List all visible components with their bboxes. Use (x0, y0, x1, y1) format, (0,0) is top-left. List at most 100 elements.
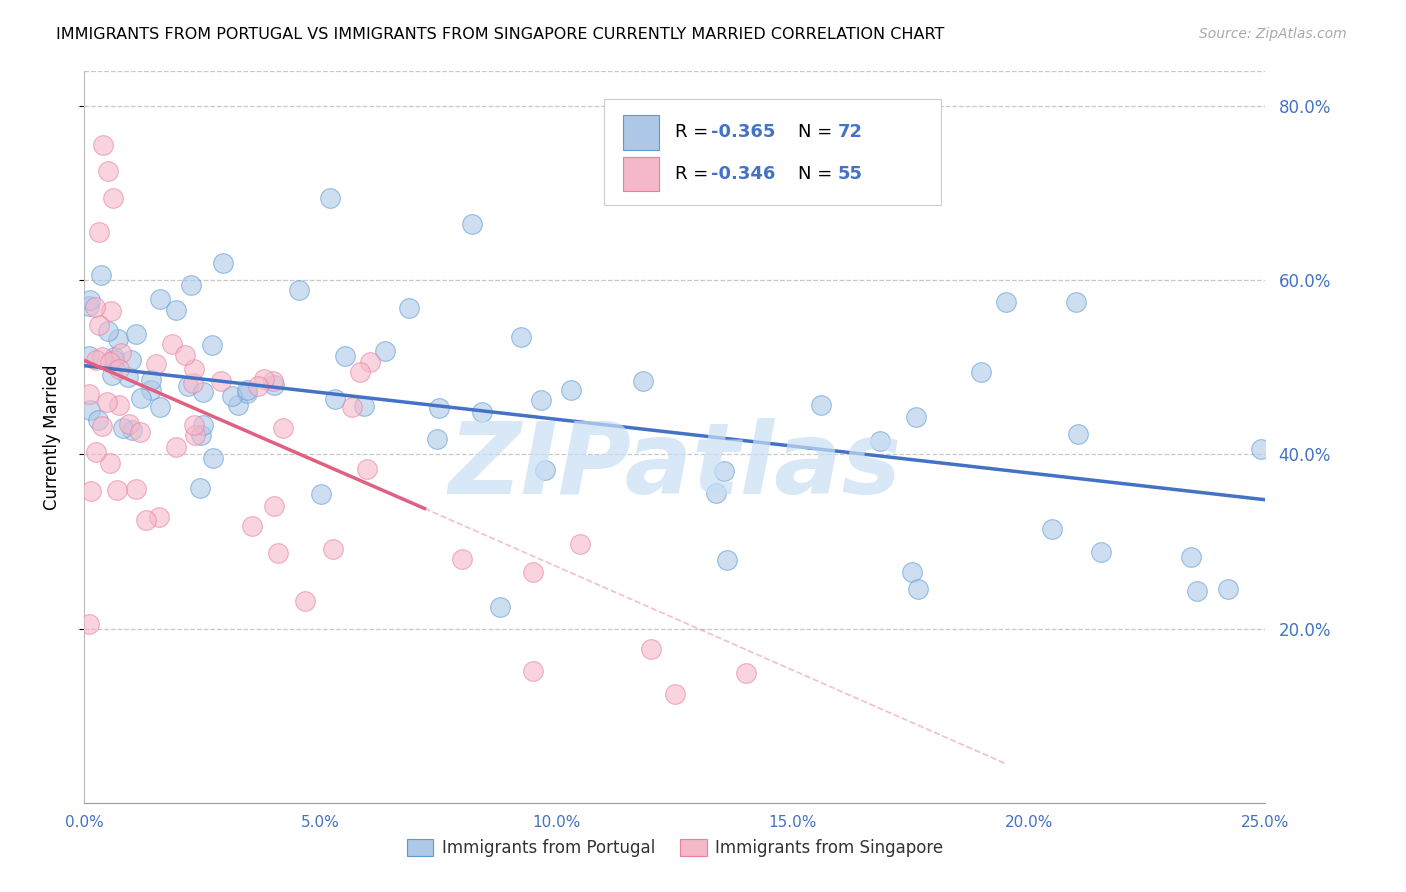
Point (77, 617, 100, 632)
Point (145, 357, 167, 371)
Point (349, 366, 371, 380)
Point (246, 379, 269, 393)
Point (342, 400, 364, 414)
Point (907, 582, 929, 596)
Point (148, 400, 170, 414)
Point (319, 191, 342, 205)
Point (79, 349, 101, 363)
Point (810, 398, 832, 412)
Point (569, 537, 592, 551)
Bar (623, 115, 658, 150)
Point (322, 542, 344, 557)
Point (1066, 295, 1088, 310)
Point (1216, 582, 1239, 597)
Point (201, 450, 224, 465)
Point (1040, 522, 1063, 536)
Text: R =: R = (675, 123, 714, 142)
Point (560, 384, 582, 398)
Point (117, 369, 139, 384)
Point (118, 417, 141, 431)
Text: -0.365: -0.365 (710, 123, 775, 142)
Text: -0.346: -0.346 (710, 165, 775, 183)
Point (374, 344, 396, 359)
Point (869, 434, 891, 448)
Point (105, 483, 128, 498)
Point (970, 365, 993, 379)
Point (398, 301, 420, 315)
Bar (623, 157, 658, 191)
Point (534, 463, 557, 477)
Point (79, 293, 101, 307)
Text: R =: R = (675, 165, 714, 183)
Point (1090, 545, 1112, 559)
Point (356, 461, 378, 475)
Point (177, 379, 200, 393)
Point (87, 412, 110, 426)
Point (294, 594, 316, 608)
Point (103, 350, 125, 364)
Point (80, 484, 103, 499)
Text: 72: 72 (838, 123, 862, 142)
Point (91, 419, 114, 434)
Point (713, 464, 735, 478)
Point (98, 456, 121, 470)
Point (253, 372, 276, 386)
Point (120, 352, 142, 367)
Point (190, 428, 212, 442)
Point (79, 402, 101, 417)
Point (263, 378, 285, 392)
Point (165, 441, 187, 455)
Point (489, 599, 512, 614)
Point (209, 374, 232, 388)
Point (262, 374, 284, 388)
Point (148, 509, 170, 524)
Point (461, 217, 484, 231)
Point (180, 277, 202, 292)
Point (101, 191, 124, 205)
Point (103, 352, 125, 367)
Point (640, 642, 662, 657)
Point (183, 362, 205, 376)
Point (288, 283, 311, 297)
Point (221, 389, 243, 403)
Point (904, 410, 927, 425)
Point (664, 687, 686, 701)
Point (110, 346, 132, 360)
Point (188, 481, 211, 495)
Point (900, 565, 922, 579)
Text: N =: N = (799, 165, 838, 183)
Point (111, 421, 134, 435)
Point (631, 374, 654, 388)
Point (191, 418, 214, 433)
Point (522, 664, 544, 678)
Point (87, 226, 110, 240)
Point (108, 362, 131, 376)
Point (1066, 427, 1088, 442)
Point (309, 486, 332, 500)
Point (201, 338, 224, 352)
Point (716, 553, 738, 567)
Point (263, 499, 285, 513)
Point (149, 293, 172, 307)
Point (530, 392, 553, 407)
Point (236, 383, 259, 397)
Point (100, 304, 122, 318)
Text: 55: 55 (838, 165, 862, 183)
Point (228, 398, 250, 412)
Y-axis label: Currently Married: Currently Married (42, 364, 60, 510)
Point (267, 545, 290, 559)
Point (212, 256, 235, 270)
Point (183, 418, 205, 433)
Point (240, 519, 263, 533)
Point (184, 427, 207, 442)
Point (162, 337, 184, 351)
Point (124, 326, 146, 341)
Point (91, 138, 114, 153)
Point (183, 376, 205, 390)
Point (96, 395, 118, 409)
Point (471, 405, 494, 419)
Point (121, 423, 143, 437)
Point (706, 485, 728, 500)
Point (191, 385, 214, 400)
Text: N =: N = (799, 123, 838, 142)
